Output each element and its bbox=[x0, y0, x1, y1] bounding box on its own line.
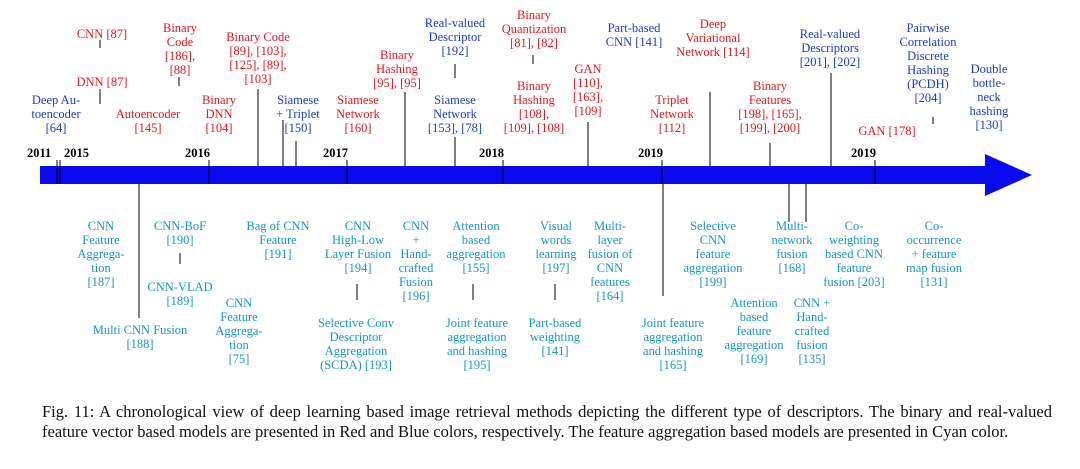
method-label-a3: CNN [87] bbox=[76, 27, 128, 41]
year-label-2019a: 2019 bbox=[638, 146, 663, 160]
method-label-b3: CNN-BoF [190] bbox=[153, 219, 207, 247]
method-label-b16: Selective CNN feature aggregation [199] bbox=[683, 219, 743, 289]
method-label-b20: Co- weighting based CNN feature fusion [… bbox=[823, 219, 885, 289]
year-label-2018: 2018 bbox=[479, 146, 504, 160]
method-label-a17: Triplet Network [112] bbox=[650, 93, 694, 135]
year-label-2019b: 2019 bbox=[851, 146, 876, 160]
method-label-a12: Siamese Network [153], [78] bbox=[427, 93, 483, 135]
year-label-2017: 2017 bbox=[323, 146, 348, 160]
method-label-b11: Joint feature aggregation and hashing [1… bbox=[445, 316, 509, 372]
method-label-b17: Attention based feature aggregation [169… bbox=[724, 296, 784, 366]
method-label-a19: Binary Features [198], [165], [199], [20… bbox=[738, 79, 802, 135]
method-label-a23: Double bottle- neck hashing [130] bbox=[969, 62, 1009, 132]
method-label-a16: Part-based CNN [141] bbox=[605, 21, 663, 49]
method-label-b7: CNN High-Low Layer Fusion [194] bbox=[324, 219, 392, 275]
method-label-b14: Multi- layer fusion of CNN features [164… bbox=[587, 219, 633, 303]
method-label-b12: Visual words learning [197] bbox=[535, 219, 577, 275]
method-label-b4: CNN-VLAD [189] bbox=[147, 280, 213, 308]
method-label-b1: CNN Feature Aggrega- tion [187] bbox=[77, 219, 125, 289]
method-label-a2: DNN [87] bbox=[76, 75, 128, 89]
method-label-a1: Deep Au- toencoder [64] bbox=[31, 93, 81, 135]
method-label-b5: CNN Feature Aggrega- tion [75] bbox=[215, 296, 263, 366]
method-label-b8: Selective Conv Descriptor Aggregation (S… bbox=[317, 316, 395, 372]
method-label-a20: Real-valued Descriptors [201], [202] bbox=[799, 27, 861, 69]
timeline-ticks bbox=[56, 160, 876, 184]
method-label-b18: Multi- network fusion [168] bbox=[771, 219, 813, 275]
method-label-b6: Bag of CNN Feature [191] bbox=[246, 219, 310, 261]
method-label-b10: Attention based aggregation [155] bbox=[446, 219, 506, 275]
method-label-a13: Binary Quantization [81], [82] bbox=[501, 8, 567, 50]
method-label-a14: Binary Hashing [108], [109], [108] bbox=[503, 79, 565, 135]
connector-lines bbox=[99, 40, 934, 318]
method-label-a6: Binary DNN [104] bbox=[201, 93, 237, 135]
method-label-a4: Autoencoder [145] bbox=[115, 107, 181, 135]
method-label-b2: Multi CNN Fusion [188] bbox=[92, 323, 188, 351]
method-label-a8: Siamese + Triplet [150] bbox=[276, 93, 320, 135]
method-label-a11: Real-valued Descriptor [192] bbox=[424, 16, 486, 58]
timeline-arrow bbox=[40, 154, 1032, 196]
method-label-b21: Co- occurrence + feature map fusion [131… bbox=[906, 219, 962, 289]
year-label-2016: 2016 bbox=[185, 146, 210, 160]
year-label-2015: 2015 bbox=[64, 146, 89, 160]
year-label-2011: 2011 bbox=[27, 146, 52, 160]
method-label-a5: Binary Code [186], [88] bbox=[162, 21, 198, 77]
method-label-a10: Binary Hashing [95], [95] bbox=[373, 48, 421, 90]
method-label-a7: Binary Code [89], [103], [125], [89], [1… bbox=[226, 30, 290, 86]
method-label-b15: Joint feature aggregation and hashing [1… bbox=[641, 316, 705, 372]
method-label-b19: CNN + Hand- crafted fusion [135] bbox=[793, 296, 831, 366]
method-label-a9: Siamese Network [160] bbox=[336, 93, 380, 135]
method-label-a22: Pairwise Correlation Discrete Hashing (P… bbox=[899, 21, 957, 105]
method-label-b13: Part-based weighting [141] bbox=[528, 316, 582, 358]
method-label-a18: Deep Variational Network [114] bbox=[676, 17, 750, 59]
figure-caption: Fig. 11: A chronological view of deep le… bbox=[42, 401, 1052, 441]
method-label-b9: CNN + Hand- crafted Fusion [196] bbox=[398, 219, 434, 303]
method-label-a15: GAN [110], [163], [109] bbox=[572, 62, 604, 118]
method-label-a21: GAN [178] bbox=[858, 124, 916, 138]
